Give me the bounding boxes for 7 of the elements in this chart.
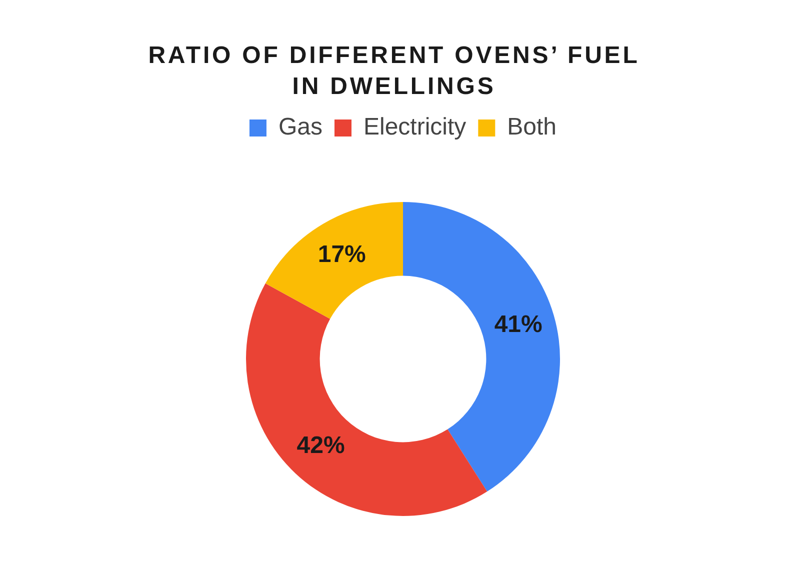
data-label: 42% [296, 432, 345, 460]
data-label: 17% [318, 241, 366, 268]
legend-label: Both [507, 114, 557, 141]
legend-label: Gas [278, 114, 322, 141]
data-label: 41% [494, 311, 542, 338]
chart-title: RATIO OF DIFFERENT OVENS’ FUEL IN DWELLINGS [147, 41, 641, 102]
legend-label: Electricity [363, 114, 466, 141]
